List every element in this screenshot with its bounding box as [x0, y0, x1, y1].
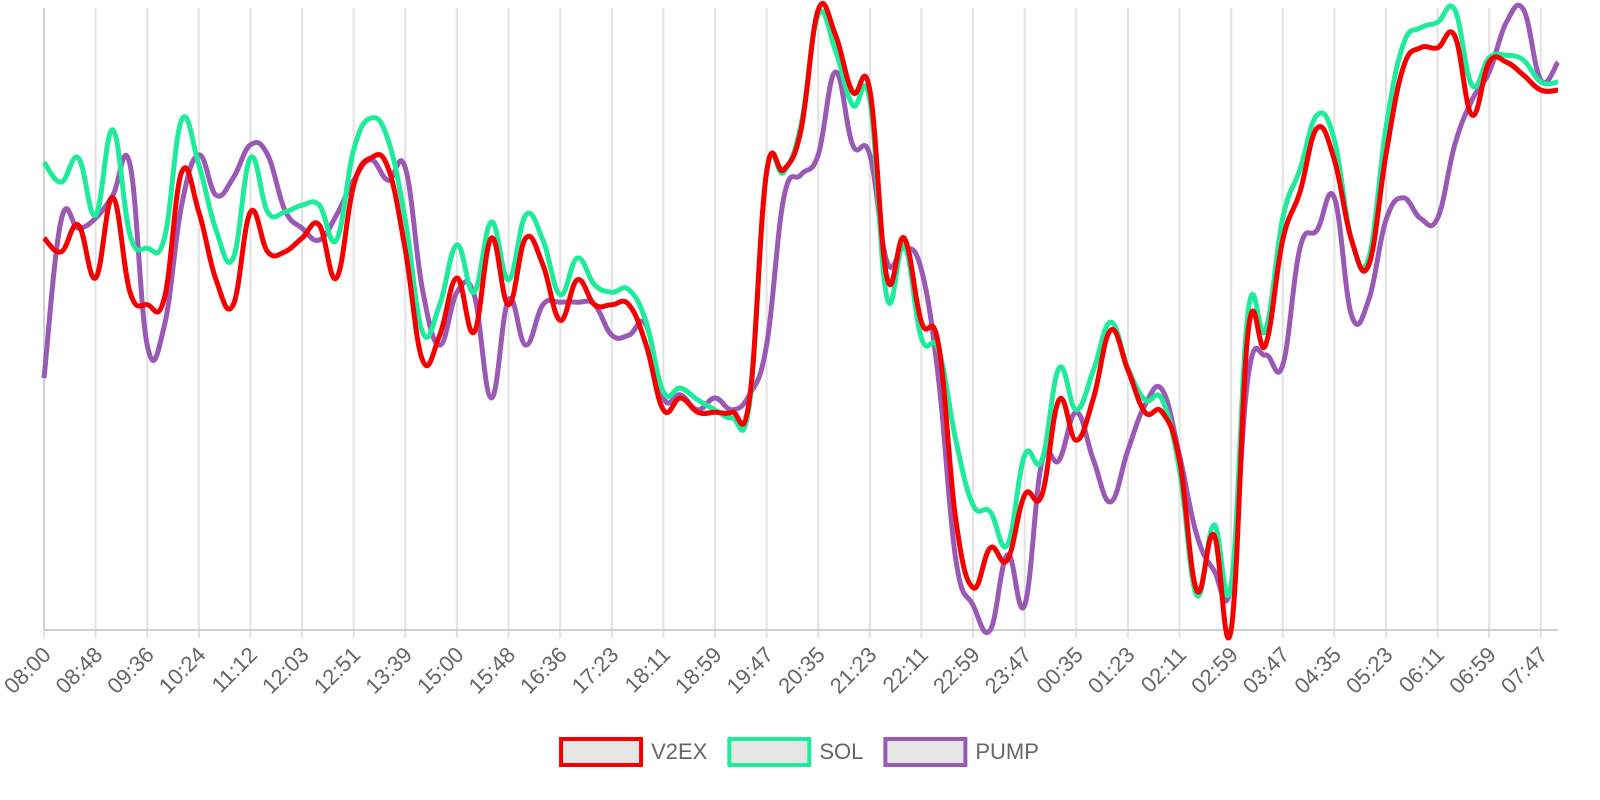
legend-swatch [883, 737, 968, 767]
x-tick-label: 01:23 [1083, 642, 1140, 699]
x-tick-label: 10:24 [154, 642, 211, 699]
legend-label: V2EX [651, 739, 708, 764]
x-tick-label: 16:36 [515, 642, 572, 699]
x-tick-label: 22:11 [878, 642, 933, 697]
x-tick-label: 15:48 [464, 642, 521, 699]
x-tick-label: 12:51 [309, 642, 366, 699]
x-tick-label: 12:03 [257, 642, 314, 699]
x-tick-label: 08:48 [51, 642, 108, 699]
x-tick-label: 17:23 [567, 642, 624, 699]
x-tick-label: 06:59 [1444, 642, 1501, 699]
legend-label: SOL [819, 739, 863, 764]
x-tick-label: 06:11 [1394, 642, 1449, 697]
x-tick-label: 22:59 [928, 642, 985, 699]
x-tick-label: 23:47 [980, 642, 1037, 699]
x-tick-label: 02:11 [1136, 642, 1191, 697]
x-tick-label: 18:11 [620, 642, 675, 697]
legend: V2EX SOL PUMP [559, 737, 1039, 767]
series-line [41, 3, 1559, 599]
x-tick-label: 04:35 [1289, 642, 1346, 699]
legend-swatch [727, 737, 812, 767]
series-line [41, 2, 1561, 635]
x-tick-label: 07:47 [1496, 642, 1553, 699]
x-tick-label: 21:23 [825, 642, 882, 699]
x-tick-label: 11:12 [207, 642, 262, 697]
x-tick-label: 18:59 [670, 642, 727, 699]
legend-label: PUMP [975, 739, 1039, 764]
x-tick-label: 15:00 [412, 642, 469, 699]
x-tick-label: 09:36 [102, 642, 159, 699]
legend-swatch [559, 737, 644, 767]
x-tick-label: 13:39 [360, 642, 417, 699]
x-tick-label: 19:47 [722, 642, 779, 699]
x-tick-label: 08:00 [0, 642, 56, 699]
x-tick-label: 00:35 [1031, 642, 1088, 699]
x-tick-label: 03:47 [1238, 642, 1295, 699]
x-tick-label: 20:35 [773, 642, 830, 699]
x-tick-label: 05:23 [1341, 642, 1398, 699]
series-line [42, 0, 1559, 641]
x-tick-label: 02:59 [1186, 642, 1243, 699]
